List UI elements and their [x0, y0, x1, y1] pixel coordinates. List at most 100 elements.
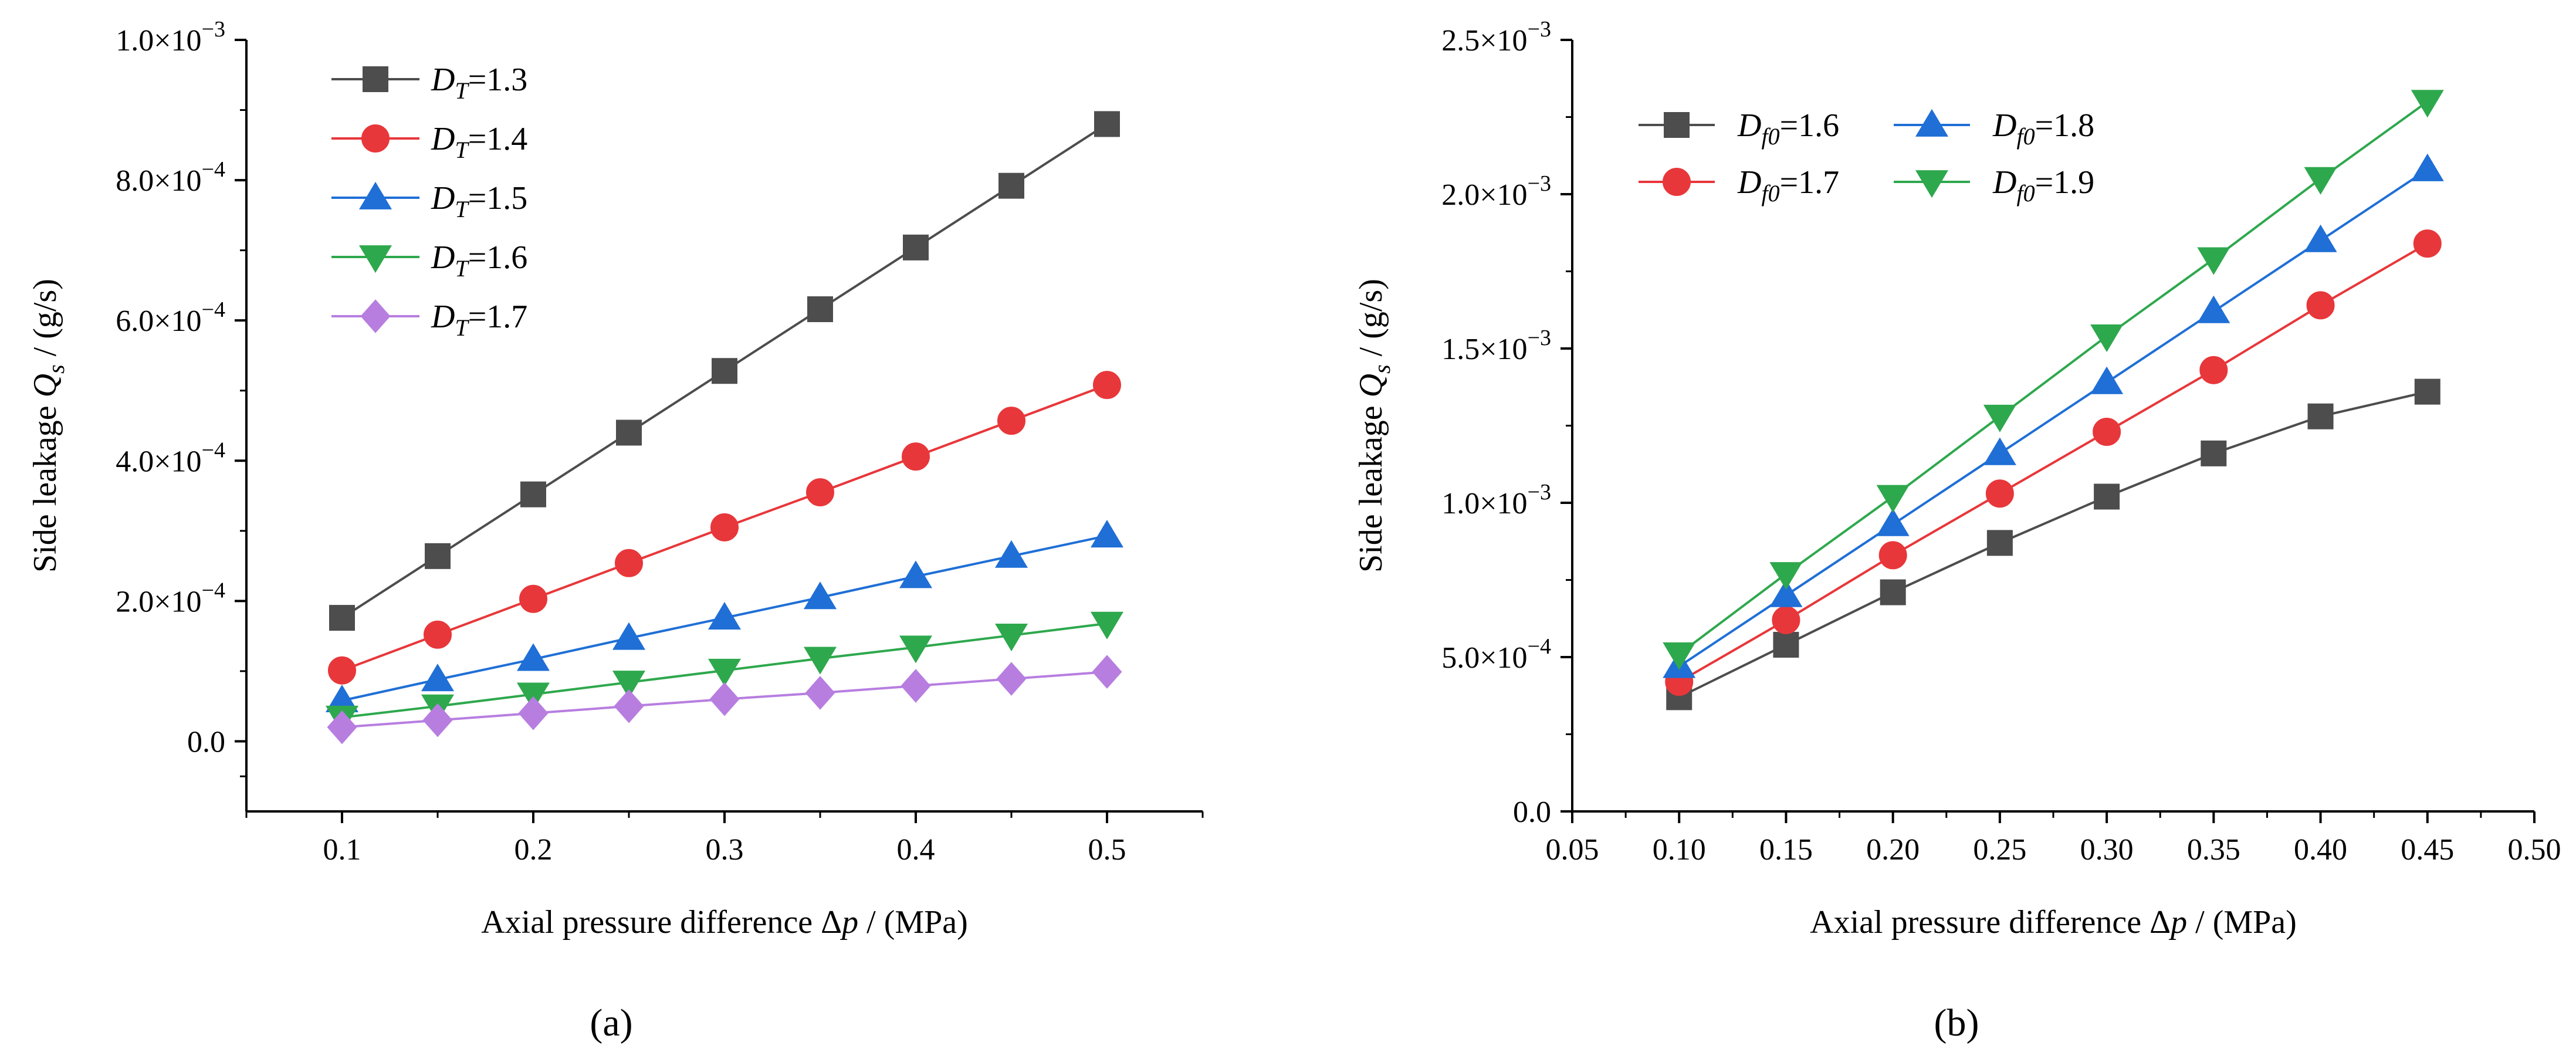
y-axis-label: Side leakage Qs / (g/s) — [1353, 279, 1395, 573]
data-point — [2414, 378, 2440, 405]
x-axis-label: Axial pressure difference Δp / (MPa) — [1810, 904, 2297, 940]
data-point — [1094, 111, 1120, 137]
data-point — [1878, 541, 1907, 570]
x-tick-label: 0.4 — [897, 833, 935, 867]
series-3 — [1663, 90, 2444, 670]
data-point — [329, 605, 355, 631]
series-line — [1678, 242, 2428, 683]
legend: Df0=1.6 Df0=1.7 Df0=1.8 Df0=1.9 — [1639, 107, 2094, 207]
data-point — [2201, 440, 2227, 466]
legend-entry: Df0=1.7 — [1737, 164, 1839, 207]
data-point — [2413, 229, 2442, 258]
data-point — [1983, 437, 2016, 465]
series-0 — [1666, 378, 2440, 710]
data-point — [1986, 530, 2013, 556]
x-tick-label: 0.15 — [1759, 833, 1813, 867]
x-tick-label: 0.25 — [1973, 833, 2026, 867]
data-point — [1880, 579, 1906, 605]
data-point — [806, 478, 834, 507]
data-point — [902, 442, 930, 471]
data-point — [425, 543, 451, 569]
data-point — [2307, 403, 2334, 429]
legend-entry: DT=1.4 — [431, 121, 527, 163]
y-tick-label: 2.5×10−3 — [1441, 17, 1551, 57]
data-point — [710, 513, 739, 542]
data-point — [328, 656, 356, 685]
x-tick-label: 0.3 — [706, 833, 744, 867]
data-point — [615, 549, 643, 577]
series-4 — [327, 655, 1122, 745]
y-tick-label: 2.0×10−3 — [1441, 171, 1551, 212]
data-point — [422, 703, 453, 737]
series-3 — [325, 611, 1124, 733]
x-tick-label: 0.30 — [2080, 833, 2134, 867]
data-point — [803, 581, 837, 610]
series-2 — [325, 520, 1124, 713]
y-tick-label: 1.5×10−3 — [1441, 326, 1551, 366]
legend-marker — [360, 299, 391, 333]
data-point — [899, 635, 933, 664]
data-point — [997, 407, 1025, 435]
data-point — [1985, 479, 2014, 508]
data-point — [1983, 404, 2016, 432]
y-tick-label: 8.0×10−4 — [116, 157, 225, 198]
legend-marker — [358, 181, 392, 209]
data-point — [2306, 291, 2335, 320]
data-point — [1772, 605, 1800, 634]
y-tick-label: 0.0 — [187, 725, 225, 759]
y-tick-label: 2.0×10−4 — [116, 578, 225, 618]
data-point — [2094, 483, 2120, 510]
data-point — [1773, 631, 1799, 658]
legend-entry: Df0=1.9 — [1992, 164, 2094, 207]
data-point — [899, 560, 933, 588]
legend-marker — [358, 245, 392, 273]
data-point — [805, 676, 835, 710]
x-tick-label: 0.2 — [514, 833, 553, 867]
legend-entry: DT=1.6 — [431, 239, 527, 282]
legend-marker — [1664, 112, 1690, 138]
series-line — [1678, 390, 2428, 699]
y-tick-label: 5.0×10−4 — [1441, 634, 1551, 675]
data-point — [708, 601, 742, 630]
data-point — [2304, 224, 2337, 252]
data-point — [2197, 295, 2230, 323]
legend-marker — [361, 124, 390, 153]
x-tick-label: 0.1 — [323, 833, 361, 867]
data-point — [516, 682, 550, 710]
legend-marker — [363, 66, 388, 92]
data-point — [807, 296, 833, 323]
data-point — [2197, 247, 2230, 275]
legend-entry: Df0=1.6 — [1737, 107, 1839, 150]
legend-entry: DT=1.5 — [431, 180, 527, 222]
data-point — [1090, 611, 1124, 640]
legend-marker — [1915, 170, 1949, 198]
data-point — [518, 696, 549, 730]
data-point — [1663, 642, 1696, 670]
data-point — [1876, 508, 1910, 536]
data-point — [516, 643, 550, 671]
chart-panel-a: 0.0 2.0×10−4 4.0×10−4 6.0×10−4 8.0×10−4 1.0×1… — [27, 17, 1204, 1044]
panel-label: (b) — [1934, 1002, 1979, 1044]
data-point — [709, 682, 740, 716]
data-point — [612, 671, 646, 699]
data-point — [2411, 90, 2444, 118]
data-point — [614, 689, 644, 723]
data-point — [901, 669, 931, 703]
y-tick-label: 1.0×10−3 — [116, 17, 225, 57]
y-tick-label: 1.0×10−3 — [1441, 480, 1551, 520]
data-point — [421, 664, 455, 692]
series-line — [1678, 168, 2428, 668]
data-point — [903, 234, 929, 260]
data-point — [2199, 356, 2228, 384]
data-point — [996, 662, 1027, 696]
legend-marker — [1915, 109, 1949, 137]
chart-panel-b: 0.0 5.0×10−4 1.0×10−3 1.5×10−3 2.0×10−3 2.5×1… — [1353, 17, 2561, 1044]
data-point — [2304, 167, 2337, 195]
panel-label: (a) — [590, 1002, 632, 1044]
data-point — [708, 658, 742, 686]
data-point — [803, 647, 837, 675]
data-point — [994, 624, 1028, 652]
x-tick-label: 0.40 — [2294, 833, 2347, 867]
x-tick-label: 0.05 — [1546, 833, 1599, 867]
